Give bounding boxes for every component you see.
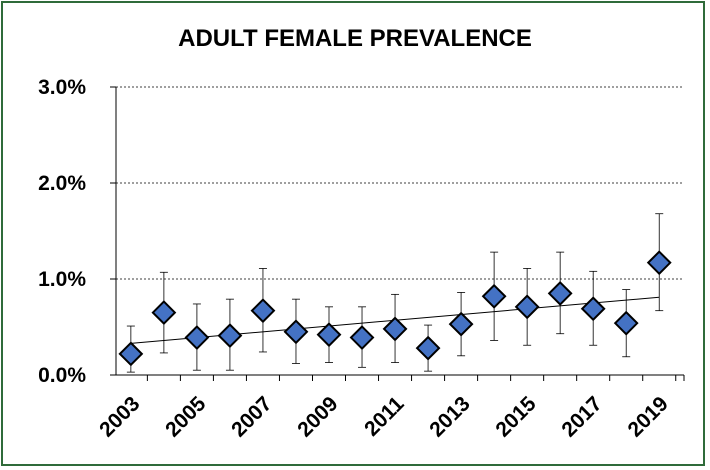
data-point	[514, 294, 540, 320]
x-tick-label: 2005	[161, 392, 211, 442]
data-point	[646, 250, 672, 276]
x-tick-label: 2019	[623, 392, 672, 441]
data-point	[250, 298, 276, 324]
data-point	[118, 341, 144, 367]
y-tick-label: 0.0%	[38, 364, 86, 387]
x-tick-label: 2015	[491, 392, 541, 442]
x-tick-label: 2017	[557, 392, 606, 441]
data-point	[613, 310, 639, 336]
chart-title: ADULT FEMALE PREVALENCE	[178, 25, 532, 52]
data-point	[283, 319, 309, 345]
y-tick-label: 3.0%	[38, 76, 86, 99]
x-tick-label: 2009	[293, 392, 342, 441]
data-point	[415, 335, 441, 361]
data-point	[481, 283, 507, 309]
data-point	[580, 296, 606, 322]
data-point	[349, 325, 375, 350]
data-point	[316, 322, 342, 348]
x-tick-label: 2003	[95, 392, 144, 441]
data-point	[151, 300, 177, 326]
x-tick-label: 2011	[360, 392, 409, 441]
data-point	[448, 311, 474, 337]
data-point	[217, 323, 243, 349]
data-point	[382, 316, 408, 342]
data-point	[184, 325, 210, 350]
data-point	[547, 280, 573, 306]
x-tick-label: 2013	[425, 392, 474, 441]
x-tick-label: 2007	[227, 392, 276, 441]
y-tick-label: 2.0%	[38, 172, 86, 195]
y-tick-label: 1.0%	[38, 268, 86, 291]
